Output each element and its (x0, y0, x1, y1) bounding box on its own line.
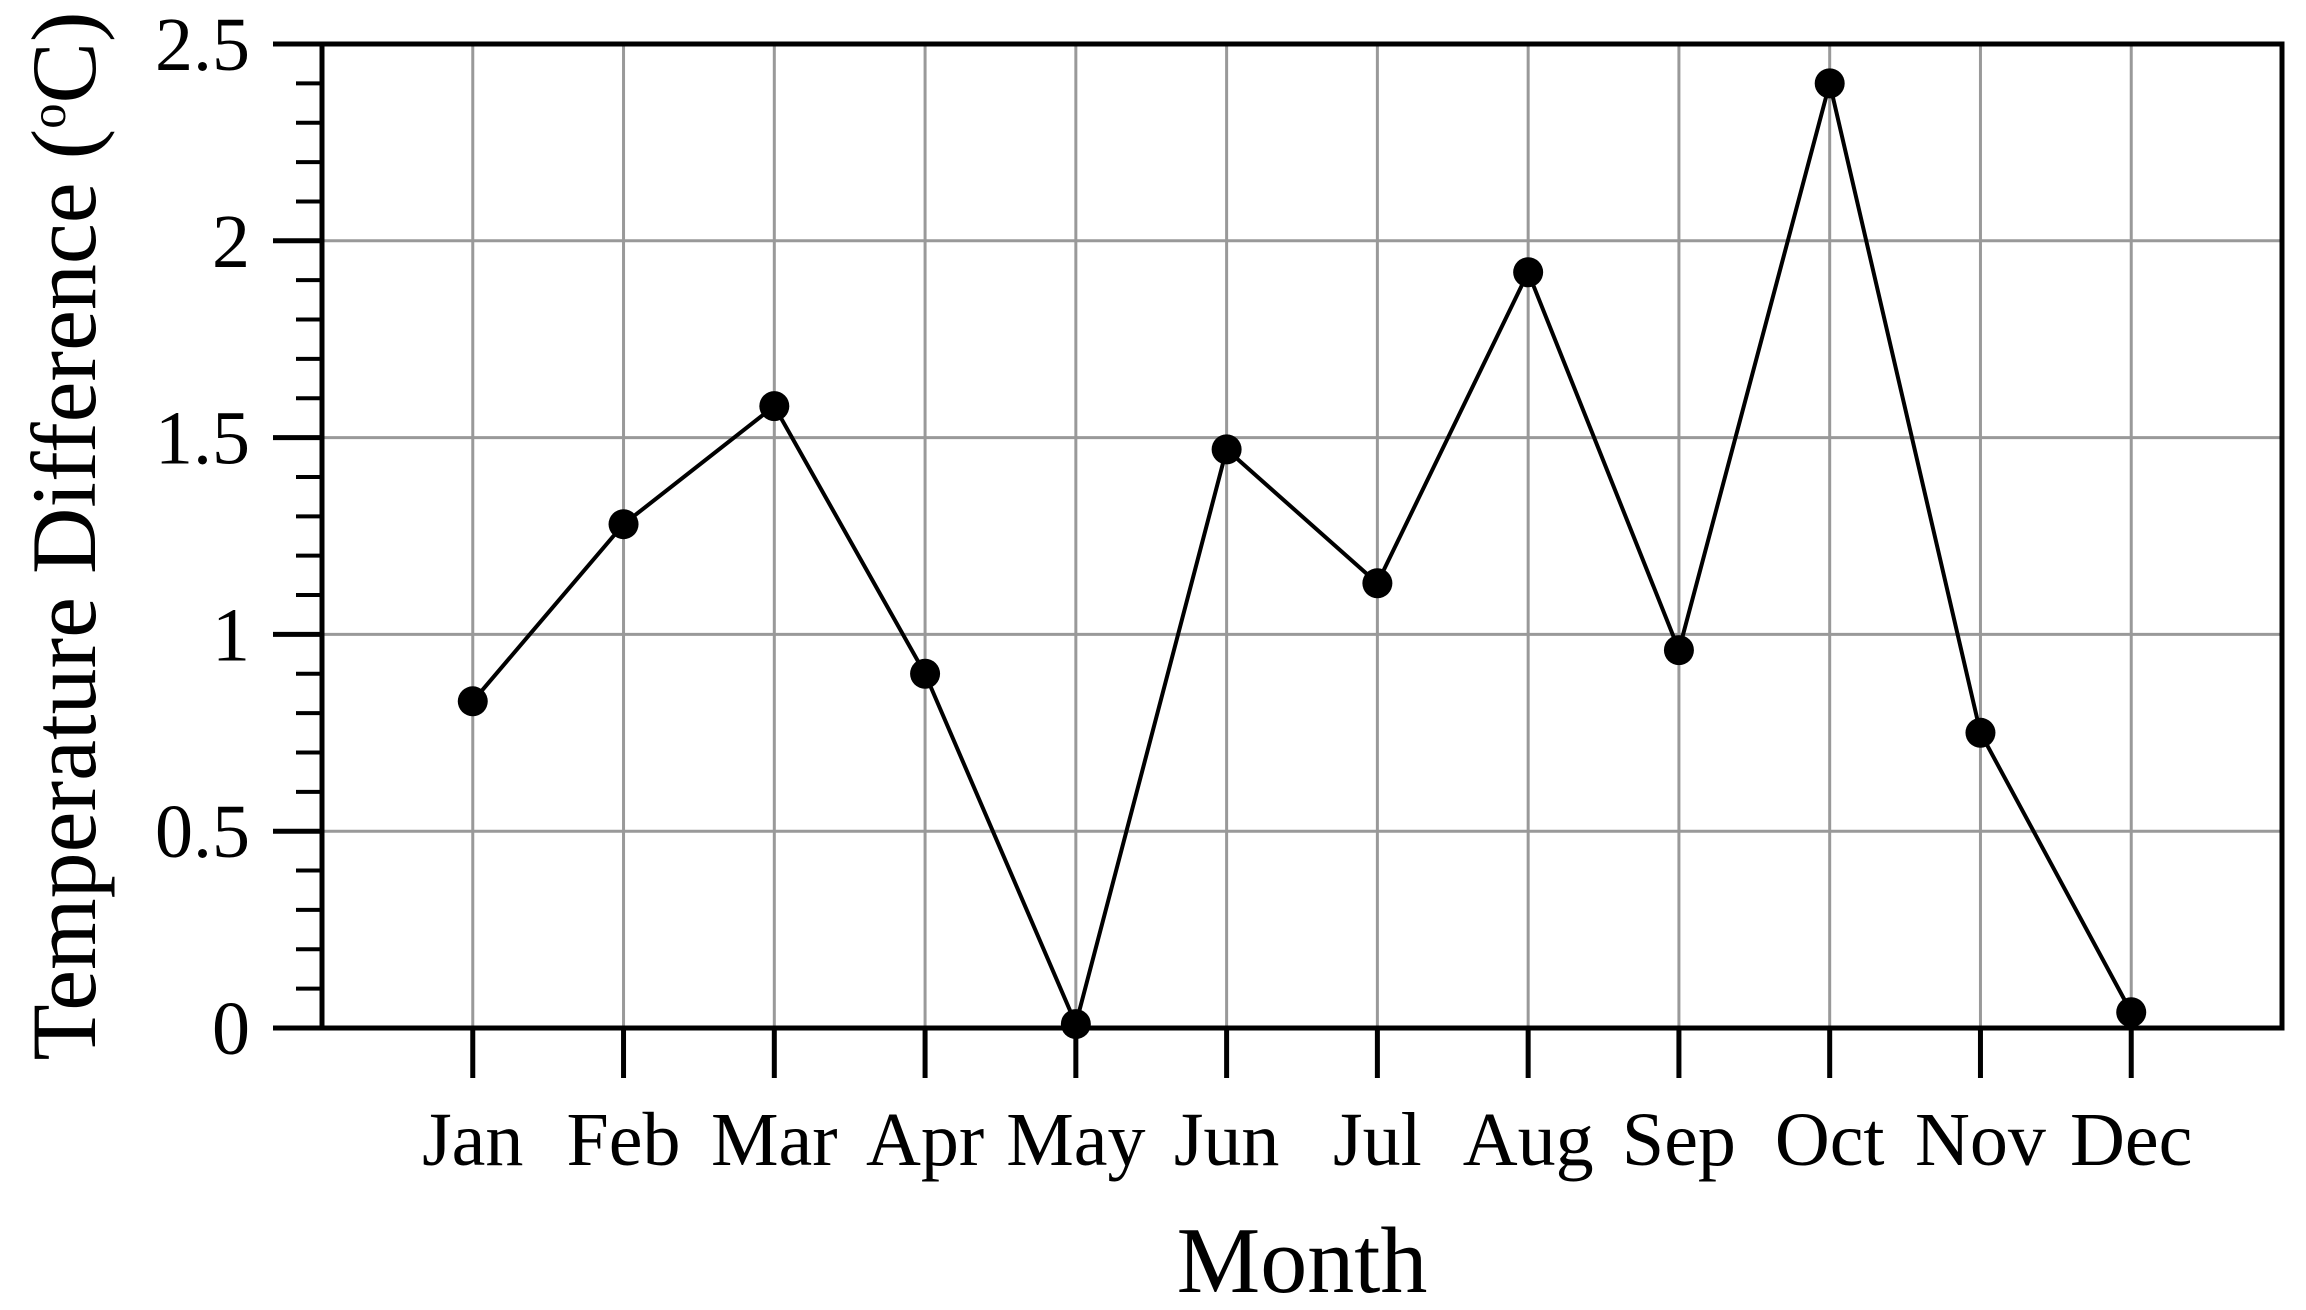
data-point-sep (1663, 635, 1694, 666)
x-axis-title: Month (1177, 1209, 1428, 1310)
data-point-may (1060, 1009, 1091, 1040)
y-axis-title-suffix: C) (13, 11, 115, 103)
x-tick-label-mar: Mar (711, 1098, 838, 1182)
y-tick-label-1: 1 (212, 593, 250, 677)
x-tick-labels: Jan Feb Mar Apr May Jun Jul Aug Sep Oct Nov Dec (422, 1098, 2192, 1182)
x-tick-label-may: May (1006, 1098, 1145, 1182)
x-tick-label-apr: Apr (866, 1098, 984, 1182)
data-point-jul (1362, 568, 1393, 599)
horizontal-gridlines (322, 239, 2282, 833)
x-tick-label-sep: Sep (1622, 1098, 1736, 1182)
data-points (457, 68, 2147, 1040)
y-tick-label-2: 2 (212, 200, 250, 284)
x-tick-label-dec: Dec (2070, 1098, 2192, 1182)
data-point-mar (759, 391, 790, 422)
y-minor-ticks (296, 81, 322, 991)
y-major-ticks (273, 41, 322, 1031)
x-tick-label-jul: Jul (1333, 1098, 1422, 1182)
data-point-feb (608, 509, 639, 540)
y-tick-label-2.5: 2.5 (155, 3, 250, 87)
data-point-oct (1814, 68, 1845, 99)
vertical-gridlines (471, 44, 2133, 1028)
y-axis-title: Temperature Difference (oC) (13, 11, 115, 1060)
data-point-aug (1513, 257, 1544, 288)
y-tick-label-0.5: 0.5 (155, 790, 250, 874)
plot-border (319, 41, 2285, 1031)
data-point-jan (457, 686, 488, 717)
data-point-nov (1965, 717, 1996, 748)
y-axis-title-prefix: Temperature Difference ( (13, 129, 115, 1061)
data-point-jun (1211, 434, 1242, 465)
data-point-apr (910, 658, 941, 689)
x-tick-label-aug: Aug (1463, 1098, 1594, 1182)
y-tick-label-1.5: 1.5 (155, 397, 250, 481)
x-tick-label-oct: Oct (1775, 1098, 1885, 1182)
x-tick-label-feb: Feb (567, 1098, 681, 1182)
x-tick-label-jan: Jan (422, 1098, 523, 1182)
data-line-temperature-difference (471, 82, 2133, 1031)
y-tick-label-0: 0 (212, 987, 250, 1071)
data-point-dec (2116, 997, 2147, 1028)
y-tick-labels: 0 0.5 1 1.5 2 2.5 (155, 3, 250, 1071)
x-tick-label-jun: Jun (1174, 1098, 1280, 1182)
degree-superscript: o (20, 103, 76, 128)
x-ticks (470, 1028, 2134, 1078)
x-tick-label-nov: Nov (1915, 1098, 2046, 1182)
